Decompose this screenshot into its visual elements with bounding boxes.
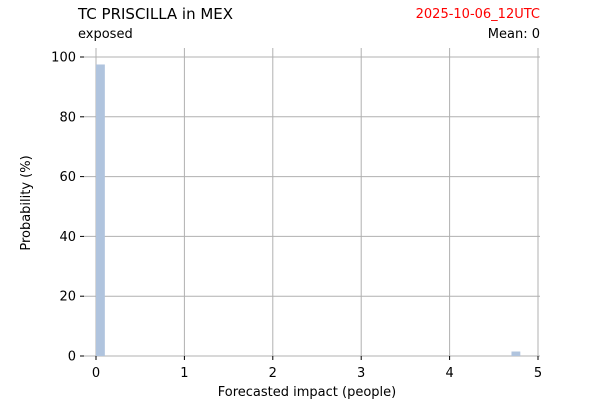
grid-lines <box>83 48 540 357</box>
histogram-bar <box>511 351 521 356</box>
y-tick: 40 <box>59 230 84 245</box>
x-tick: 3 <box>357 356 365 381</box>
x-tick-label: 0 <box>92 366 100 381</box>
bars <box>96 64 521 356</box>
y-tick: 20 <box>59 290 84 305</box>
forecast-date: 2025-10-06_12UTC <box>415 7 540 22</box>
x-axis-label: Forecasted impact (people) <box>218 385 396 400</box>
x-tick: 2 <box>269 356 277 381</box>
y-tick: 60 <box>59 170 84 185</box>
histogram-bar <box>96 64 105 356</box>
y-tick-label: 80 <box>59 110 76 125</box>
y-axis-label: Probability (%) <box>19 155 34 250</box>
y-tick-label: 60 <box>59 170 76 185</box>
chart-subtitle: exposed <box>78 27 133 42</box>
y-tick-label: 100 <box>51 51 76 66</box>
y-tick: 80 <box>59 110 84 125</box>
x-tick: 5 <box>534 356 542 381</box>
x-axis-ticks: 0 1 2 3 4 5 <box>92 356 542 381</box>
y-tick-label: 40 <box>59 230 76 245</box>
mean-value: Mean: 0 <box>487 27 540 42</box>
x-tick-label: 2 <box>269 366 277 381</box>
x-tick: 1 <box>180 356 189 381</box>
chart-title: TC PRISCILLA in MEX <box>78 5 234 23</box>
y-tick: 100 <box>51 51 84 66</box>
x-tick-label: 1 <box>180 366 188 381</box>
x-tick-label: 4 <box>445 366 453 381</box>
x-tick-label: 3 <box>357 366 365 381</box>
y-tick-label: 0 <box>68 350 76 365</box>
x-tick-label: 5 <box>534 366 542 381</box>
x-tick: 0 <box>92 356 100 381</box>
y-axis-ticks: 0 20 40 60 80 100 <box>51 51 84 365</box>
x-tick: 4 <box>445 356 454 381</box>
y-tick-label: 20 <box>59 290 76 305</box>
y-tick: 0 <box>68 350 84 365</box>
